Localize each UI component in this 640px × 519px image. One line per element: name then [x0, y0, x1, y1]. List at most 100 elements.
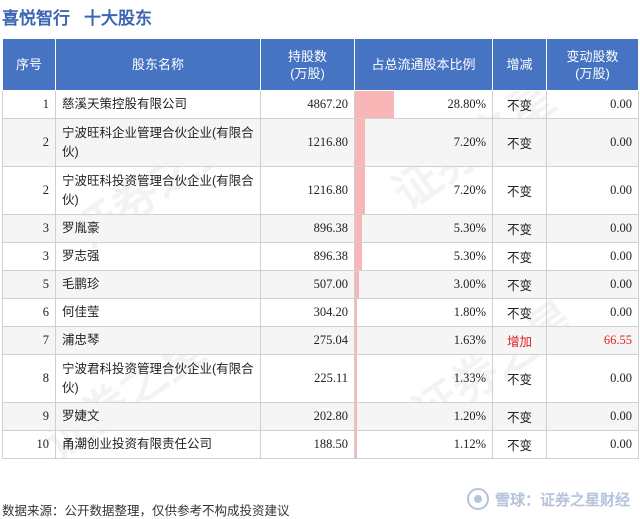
- rank-cell: 3: [2, 242, 56, 271]
- holder-name-cell: 毛鹏珍: [55, 270, 261, 299]
- delta-cell: 0.00: [546, 242, 639, 271]
- ratio-cell: 3.00%: [354, 270, 493, 299]
- table-row: 2 宁波旺科投资管理合伙企业(有限合伙) 1216.80 7.20% 不变 0.00: [2, 166, 639, 215]
- column-header-name: 股东名称: [55, 38, 261, 91]
- rank-cell: 2: [2, 118, 56, 167]
- ratio-cell: 1.63%: [354, 326, 493, 355]
- ratio-value: 1.12%: [453, 437, 486, 451]
- shares-header-label: 持股数 (万股): [287, 48, 327, 81]
- rank-cell: 10: [2, 430, 56, 459]
- shares-cell: 1216.80: [260, 166, 355, 215]
- ratio-value: 7.20%: [453, 183, 486, 197]
- rank-cell: 7: [2, 326, 56, 355]
- column-header-ratio: 占总流通股本比例: [354, 38, 493, 91]
- ratio-cell: 7.20%: [354, 118, 493, 167]
- ratio-cell: 5.30%: [354, 242, 493, 271]
- holder-name-cell: 宁波旺科企业管理合伙企业(有限合伙): [55, 118, 261, 167]
- rank-cell: 3: [2, 214, 56, 243]
- change-cell: 不变: [492, 90, 547, 119]
- ratio-cell: 28.80%: [354, 90, 493, 119]
- column-header-change: 增减: [492, 38, 547, 91]
- holder-name-cell: 浦忠琴: [55, 326, 261, 355]
- ratio-value: 5.30%: [453, 249, 486, 263]
- delta-cell: 0.00: [546, 402, 639, 431]
- change-cell: 不变: [492, 430, 547, 459]
- ratio-cell: 7.20%: [354, 166, 493, 215]
- ratio-bar: [355, 167, 365, 214]
- delta-cell: 0.00: [546, 430, 639, 459]
- shares-cell: 188.50: [260, 430, 355, 459]
- shares-cell: 304.20: [260, 298, 355, 327]
- column-header-shares: 持股数 (万股): [260, 38, 355, 91]
- shares-cell: 507.00: [260, 270, 355, 299]
- rank-cell: 2: [2, 166, 56, 215]
- change-cell: 不变: [492, 270, 547, 299]
- ratio-value: 1.80%: [453, 305, 486, 319]
- change-cell: 不变: [492, 402, 547, 431]
- table-row: 7 浦忠琴 275.04 1.63% 增加 66.55: [2, 326, 639, 355]
- change-cell: 不变: [492, 298, 547, 327]
- delta-cell: 66.55: [546, 326, 639, 355]
- delta-cell: 0.00: [546, 166, 639, 215]
- shares-cell: 202.80: [260, 402, 355, 431]
- shares-cell: 896.38: [260, 214, 355, 243]
- change-cell: 不变: [492, 354, 547, 403]
- table-row: 6 何佳莹 304.20 1.80% 不变 0.00: [2, 298, 639, 327]
- ratio-bar: [355, 271, 359, 298]
- ratio-value: 7.20%: [453, 135, 486, 149]
- delta-header-label: 变动股数 (万股): [566, 48, 619, 81]
- column-header-delta: 变动股数 (万股): [546, 38, 639, 91]
- ratio-bar: [355, 355, 357, 402]
- table-row: 3 罗胤豪 896.38 5.30% 不变 0.00: [2, 214, 639, 243]
- shares-cell: 4867.20: [260, 90, 355, 119]
- ratio-cell: 5.30%: [354, 214, 493, 243]
- delta-cell: 0.00: [546, 90, 639, 119]
- delta-cell: 0.00: [546, 214, 639, 243]
- company-name: 喜悦智行: [2, 8, 70, 28]
- table-row: 3 罗志强 896.38 5.30% 不变 0.00: [2, 242, 639, 271]
- ratio-bar: [355, 243, 362, 270]
- table-row: 10 甬潮创业投资有限责任公司 188.50 1.12% 不变 0.00: [2, 430, 639, 459]
- ratio-value: 28.80%: [447, 97, 486, 111]
- shares-cell: 275.04: [260, 326, 355, 355]
- brand-text: 雪球：证券之星财经: [494, 491, 630, 509]
- table-row: 1 慈溪天策控股有限公司 4867.20 28.80% 不变 0.00: [2, 90, 639, 119]
- ratio-cell: 1.20%: [354, 402, 493, 431]
- shareholders-table: 序号 股东名称 持股数 (万股) 占总流通股本比例 增减 变动股数 (万股) 1…: [2, 38, 639, 459]
- holder-name-cell: 罗志强: [55, 242, 261, 271]
- holder-name-cell: 罗胤豪: [55, 214, 261, 243]
- holder-name-cell: 宁波君科投资管理合伙企业(有限合伙): [55, 354, 261, 403]
- column-header-rank: 序号: [2, 38, 56, 91]
- holder-name-cell: 宁波旺科投资管理合伙企业(有限合伙): [55, 166, 261, 215]
- ratio-bar: [355, 299, 357, 326]
- change-cell: 不变: [492, 242, 547, 271]
- ratio-bar: [355, 403, 357, 430]
- change-cell: 增加: [492, 326, 547, 355]
- table-header-row: 序号 股东名称 持股数 (万股) 占总流通股本比例 增减 变动股数 (万股): [2, 38, 639, 91]
- ratio-value: 1.20%: [453, 409, 486, 423]
- table-row: 2 宁波旺科企业管理合伙企业(有限合伙) 1216.80 7.20% 不变 0.00: [2, 118, 639, 167]
- ratio-bar: [355, 431, 357, 458]
- holder-name-cell: 何佳莹: [55, 298, 261, 327]
- page-title: 喜悦智行 十大股东: [2, 4, 152, 28]
- holder-name-cell: 罗婕文: [55, 402, 261, 431]
- shares-cell: 225.11: [260, 354, 355, 403]
- ratio-bar: [355, 119, 365, 166]
- ratio-bar: [355, 91, 394, 118]
- holder-name-cell: 慈溪天策控股有限公司: [55, 90, 261, 119]
- section-title: 十大股东: [84, 8, 152, 28]
- shares-cell: 896.38: [260, 242, 355, 271]
- ratio-cell: 1.33%: [354, 354, 493, 403]
- ratio-value: 1.33%: [453, 371, 486, 385]
- change-cell: 不变: [492, 118, 547, 167]
- rank-cell: 1: [2, 90, 56, 119]
- change-cell: 不变: [492, 214, 547, 243]
- ratio-value: 5.30%: [453, 221, 486, 235]
- rank-cell: 9: [2, 402, 56, 431]
- ratio-value: 1.63%: [453, 333, 486, 347]
- delta-cell: 0.00: [546, 354, 639, 403]
- snowball-logo-icon: [466, 488, 489, 510]
- delta-cell: 0.00: [546, 298, 639, 327]
- ratio-value: 3.00%: [453, 277, 486, 291]
- ratio-cell: 1.80%: [354, 298, 493, 327]
